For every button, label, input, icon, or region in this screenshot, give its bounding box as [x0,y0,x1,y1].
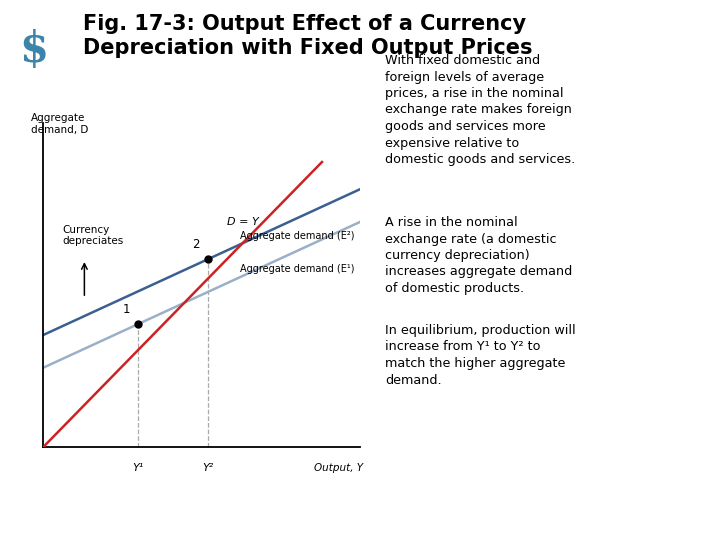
Text: Aggregate demand (E²): Aggregate demand (E²) [240,231,354,241]
Text: Y²: Y² [202,463,214,474]
Text: Depreciation with Fixed Output Prices: Depreciation with Fixed Output Prices [83,38,532,58]
Text: 1: 1 [123,303,130,316]
Text: Currency
depreciates: Currency depreciates [62,225,123,246]
Text: With fixed domestic and
foreign levels of average
prices, a rise in the nominal
: With fixed domestic and foreign levels o… [385,54,575,166]
Text: $: $ [19,29,48,71]
Text: Aggregate
demand, D: Aggregate demand, D [30,113,88,135]
Text: Aggregate demand (E¹): Aggregate demand (E¹) [240,264,354,274]
Text: D = Y: D = Y [227,217,258,227]
Text: Copyright ©2015 Pearson Education, Inc. All rights reserved.: Copyright ©2015 Pearson Education, Inc. … [11,516,316,525]
Text: Output, Y: Output, Y [314,463,363,474]
Text: Y¹: Y¹ [132,463,144,474]
Text: 17-15: 17-15 [680,516,709,525]
Text: In equilibrium, production will
increase from Y¹ to Y² to
match the higher aggre: In equilibrium, production will increase… [385,324,576,387]
Text: A rise in the nominal
exchange rate (a domestic
currency depreciation)
increases: A rise in the nominal exchange rate (a d… [385,216,572,295]
Text: 2: 2 [192,238,200,251]
Text: Fig. 17-3: Output Effect of a Currency: Fig. 17-3: Output Effect of a Currency [83,14,526,33]
